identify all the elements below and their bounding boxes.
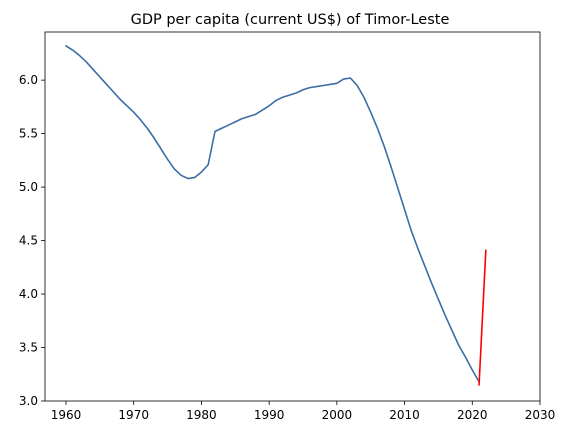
- y-tick-label: 3.5: [19, 341, 38, 355]
- x-tick-label: 2020: [457, 408, 488, 422]
- series-line-1: [65, 45, 480, 383]
- x-tick-label: 1970: [118, 408, 149, 422]
- series-line-2: [478, 249, 487, 386]
- plot-frame: [44, 31, 541, 402]
- chart-title: GDP per capita (current US$) of Timor-Le…: [131, 12, 450, 28]
- x-tick-label: 1980: [186, 408, 217, 422]
- x-tick-label: 1960: [51, 408, 82, 422]
- x-tick-label: 2000: [322, 408, 353, 422]
- x-tick-label: 2030: [525, 408, 556, 422]
- y-tick-label: 6.0: [19, 73, 38, 87]
- y-tick-label: 4.5: [19, 234, 38, 248]
- y-tick-label: 5.0: [19, 180, 38, 194]
- y-tick-label: 4.0: [19, 287, 38, 301]
- y-tick-label: 3.0: [19, 394, 38, 408]
- plot-area: 1960 1970 1980 1990 2000 2010 2020 2030 3.0 3.5 4.…: [19, 31, 556, 422]
- x-tick-label: 2010: [389, 408, 420, 422]
- y-tick-label: 5.5: [19, 127, 38, 141]
- x-tick-label: 1990: [254, 408, 285, 422]
